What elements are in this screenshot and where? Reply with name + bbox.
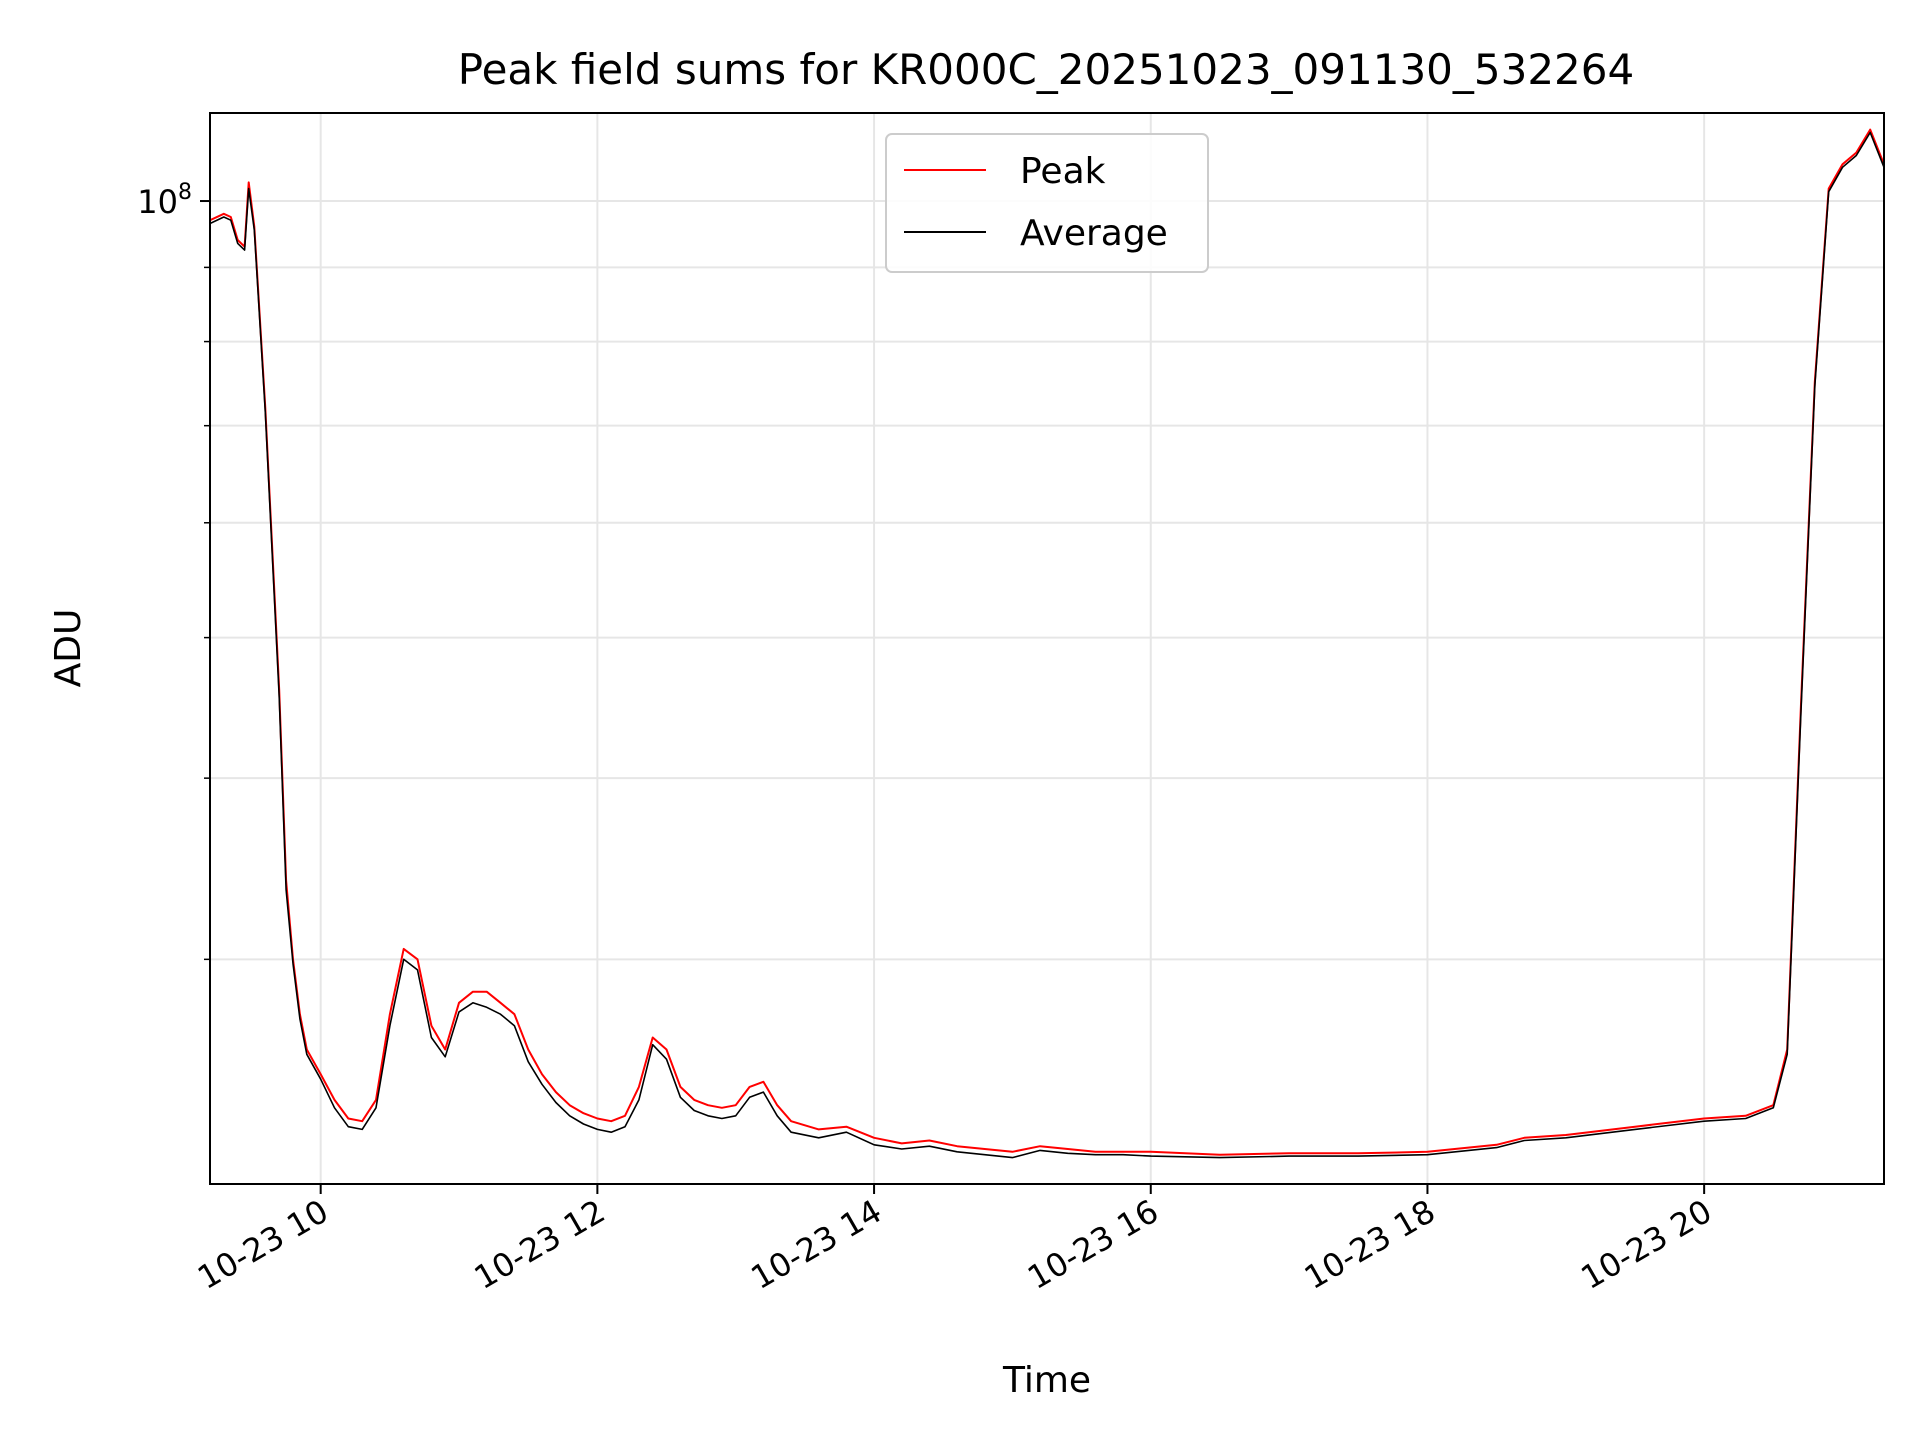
- chart-title: Peak field sums for KR000C_20251023_0911…: [458, 45, 1634, 94]
- legend-label-average: Average: [1020, 213, 1168, 254]
- y-axis: 108: [137, 180, 210, 961]
- y-tick-label: 108: [137, 180, 192, 221]
- series-line-average: [210, 131, 1884, 1159]
- x-axis-label: Time: [1002, 1360, 1091, 1401]
- y-axis-label: ADU: [48, 609, 89, 688]
- plot-area: [210, 128, 1884, 1159]
- legend-label-peak: Peak: [1020, 151, 1106, 192]
- y-tick-exponent: 8: [178, 180, 192, 205]
- axes-frame: [209, 112, 1885, 1185]
- legend: Peak Average: [885, 133, 1209, 273]
- legend-box: [885, 133, 1209, 273]
- y-tick-base: 10: [137, 183, 178, 221]
- series-line-peak: [210, 128, 1884, 1156]
